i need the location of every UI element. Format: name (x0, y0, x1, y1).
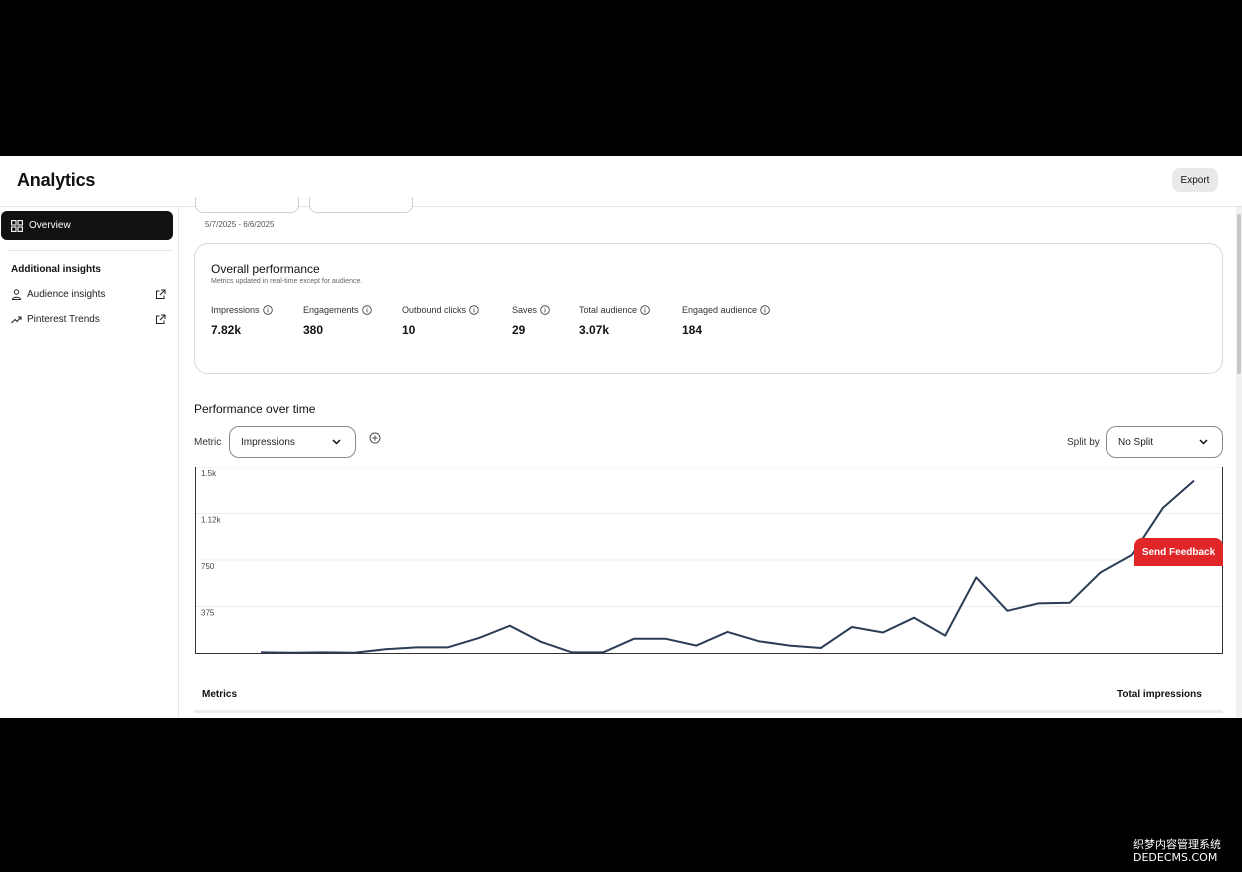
y-tick-label: 750 (201, 562, 215, 571)
metric-select-value: Impressions (241, 436, 295, 448)
metric-label: Engagements (303, 305, 359, 315)
date-range-text: 5/7/2025 - 6/6/2025 (205, 220, 275, 229)
chevron-down-icon (332, 439, 341, 445)
metric-value: 7.82k (211, 323, 242, 337)
split-select[interactable]: No Split (1106, 426, 1223, 458)
metric-engaged-audience: Engaged audience 184 (682, 305, 770, 337)
sidebar-item-label: Overview (29, 220, 71, 231)
content-filter-dropdown[interactable] (309, 197, 413, 213)
send-feedback-button[interactable]: Send Feedback (1134, 538, 1223, 566)
section-title: Performance over time (194, 402, 316, 416)
metric-value: 380 (303, 323, 324, 337)
table-divider (194, 710, 1223, 713)
scrollbar[interactable] (1236, 207, 1242, 718)
series-line-impressions (260, 479, 1195, 654)
sidebar-item-label: Audience insights (27, 288, 106, 300)
sidebar-item-pinterest-trends[interactable]: Pinterest Trends (11, 311, 166, 327)
metric-impressions: Impressions 7.82k (211, 305, 273, 337)
external-link-icon (156, 314, 166, 324)
sidebar-divider (8, 250, 173, 251)
metric-value: 3.07k (579, 323, 610, 337)
scrollbar-thumb[interactable] (1237, 214, 1241, 374)
sidebar-item-label: Pinterest Trends (27, 313, 100, 325)
export-button[interactable]: Export (1172, 168, 1218, 192)
grid-icon (11, 219, 23, 232)
external-link-icon (156, 289, 166, 299)
metric-total-audience: Total audience 3.07k (579, 305, 650, 337)
top-bar: Analytics Export (0, 156, 1242, 207)
info-icon[interactable] (540, 305, 550, 315)
date-filter-dropdown[interactable] (195, 197, 299, 213)
metric-select-label: Metric (194, 437, 222, 448)
chevron-down-icon (1199, 439, 1208, 445)
metric-select[interactable]: Impressions (229, 426, 356, 458)
watermark-line: 织梦内容管理系统 (1133, 838, 1221, 851)
info-icon[interactable] (262, 305, 273, 315)
main-content: 5/7/2025 - 6/6/2025 Overall performance … (179, 197, 1236, 718)
watermark: 织梦内容管理系统 DEDECMS.COM (1133, 838, 1221, 864)
metric-label: Engaged audience (682, 305, 758, 315)
info-icon[interactable] (361, 305, 372, 315)
y-tick-label: 375 (201, 609, 215, 618)
metric-value: 29 (512, 323, 526, 337)
add-circle-icon[interactable] (369, 432, 381, 444)
card-subtitle: Metrics updated in real-time except for … (211, 278, 363, 285)
page-title: Analytics (17, 170, 96, 190)
y-tick-label: 1.12k (201, 516, 222, 525)
trend-up-icon (11, 316, 22, 323)
metric-saves: Saves 29 (512, 305, 550, 337)
analytics-window: Analytics Export Overview Additional ins… (0, 156, 1242, 718)
sidebar: Overview Additional insights Audience in… (0, 207, 179, 718)
metric-value: 10 (402, 323, 416, 337)
person-icon (11, 288, 22, 300)
metric-label: Total audience (579, 305, 638, 315)
info-icon[interactable] (760, 305, 770, 315)
info-icon[interactable] (640, 305, 650, 315)
watermark-line: DEDECMS.COM (1133, 851, 1218, 864)
card-title: Overall performance (211, 262, 320, 276)
sidebar-section-heading: Additional insights (11, 264, 101, 275)
sidebar-item-audience-insights[interactable]: Audience insights (11, 286, 166, 302)
info-icon[interactable] (469, 305, 479, 315)
split-select-label: Split by (1067, 437, 1100, 448)
table-header-total: Total impressions (1117, 689, 1202, 700)
split-select-value: No Split (1118, 436, 1154, 448)
sidebar-item-overview[interactable]: Overview (1, 211, 173, 240)
metric-label: Outbound clicks (402, 305, 467, 315)
y-tick-label: 1.5k (201, 469, 217, 478)
overall-performance-card: Overall performance Metrics updated in r… (194, 243, 1223, 374)
metric-outbound-clicks: Outbound clicks 10 (402, 305, 479, 337)
metric-engagements: Engagements 380 (303, 305, 372, 337)
table-header-metrics: Metrics (202, 689, 238, 700)
metric-label: Saves (512, 305, 538, 315)
metric-value: 184 (682, 323, 703, 337)
metric-label: Impressions (211, 305, 260, 315)
